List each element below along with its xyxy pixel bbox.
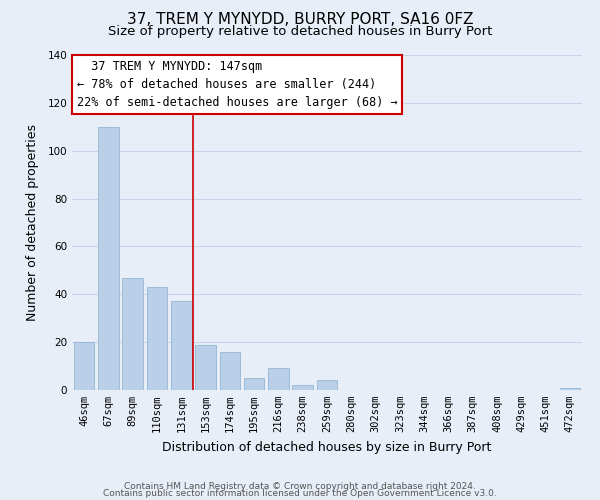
Text: Contains public sector information licensed under the Open Government Licence v3: Contains public sector information licen… <box>103 490 497 498</box>
Y-axis label: Number of detached properties: Number of detached properties <box>26 124 39 321</box>
Bar <box>195 344 216 390</box>
Bar <box>74 342 94 390</box>
Bar <box>560 388 580 390</box>
Bar <box>268 368 289 390</box>
Bar <box>220 352 240 390</box>
Bar <box>171 302 191 390</box>
Bar <box>292 385 313 390</box>
Text: 37 TREM Y MYNYDD: 147sqm
← 78% of detached houses are smaller (244)
22% of semi-: 37 TREM Y MYNYDD: 147sqm ← 78% of detach… <box>77 60 398 109</box>
Bar <box>317 380 337 390</box>
Text: Size of property relative to detached houses in Burry Port: Size of property relative to detached ho… <box>108 25 492 38</box>
Bar <box>98 127 119 390</box>
Text: Contains HM Land Registry data © Crown copyright and database right 2024.: Contains HM Land Registry data © Crown c… <box>124 482 476 491</box>
Bar <box>122 278 143 390</box>
Bar <box>146 287 167 390</box>
X-axis label: Distribution of detached houses by size in Burry Port: Distribution of detached houses by size … <box>163 440 491 454</box>
Text: 37, TREM Y MYNYDD, BURRY PORT, SA16 0FZ: 37, TREM Y MYNYDD, BURRY PORT, SA16 0FZ <box>127 12 473 28</box>
Bar <box>244 378 265 390</box>
